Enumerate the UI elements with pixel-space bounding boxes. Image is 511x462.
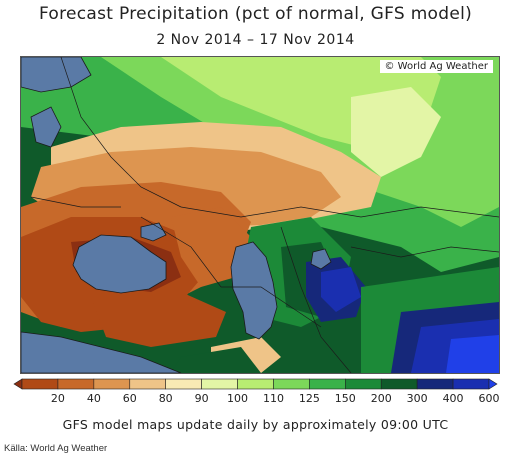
aral-sea: [310, 248, 332, 270]
legend-swatch: [309, 378, 346, 390]
legend-tick-label: 20: [51, 392, 65, 405]
country-border: [140, 216, 222, 288]
legend-tick-label: 80: [159, 392, 173, 405]
legend-tick-label: 200: [371, 392, 392, 405]
legend-swatch: [165, 378, 202, 390]
legend-swatch: [452, 378, 490, 390]
date-range: 2 Nov 2014 – 17 Nov 2014: [156, 32, 355, 48]
precip-region-pale_green: [351, 87, 441, 177]
precip-region-brown: [91, 292, 226, 347]
legend-arrow-low: [13, 378, 23, 390]
legend-tick-label: 40: [87, 392, 101, 405]
legend-tick-label: 125: [299, 392, 320, 405]
legend-swatch: [21, 378, 59, 390]
mediterranean: [21, 331, 182, 373]
legend-arrow-high: [488, 378, 498, 390]
legend-swatch: [237, 378, 274, 390]
country-border: [350, 246, 499, 258]
copyright-credit: © World Ag Weather: [379, 60, 493, 73]
legend-bar: 20 40 60 80 90 100 110 125 150 200 300 400 600: [13, 378, 500, 405]
precip-region-forest: [171, 347, 261, 373]
legend-swatch: [273, 378, 310, 390]
update-note: GFS model maps update daily by approxima…: [62, 417, 449, 432]
black-sea: [72, 234, 167, 294]
color-legend: 20 40 60 80 90 100 110 125 150 200 300 400 600: [0, 377, 511, 417]
legend-tick-label: 150: [335, 392, 356, 405]
map-title: Forecast Precipitation (pct of normal, G…: [38, 4, 473, 24]
country-border: [30, 196, 121, 208]
legend-tick-label: 300: [407, 392, 428, 405]
baltic-sea: [30, 106, 62, 148]
map-canvas: [21, 57, 499, 373]
precip-region-blue: [321, 267, 361, 312]
source-caption: Källa: World Ag Weather: [4, 443, 108, 454]
legend-swatch: [57, 378, 95, 390]
legend-tick-label: 100: [227, 392, 248, 405]
country-border: [180, 206, 499, 218]
legend-tick-label: 400: [443, 392, 464, 405]
legend-tick-label: 60: [123, 392, 137, 405]
country-border: [60, 57, 182, 208]
azov-sea: [140, 222, 167, 242]
legend-swatch: [201, 378, 238, 390]
legend-tick-label: 600: [479, 392, 500, 405]
country-border: [221, 286, 322, 328]
legend-swatch: [345, 378, 382, 390]
precip-region-bright_blue: [446, 335, 499, 373]
country-border: [280, 226, 352, 373]
caspian-sea: [230, 241, 278, 340]
legend-tick-label: 90: [195, 392, 209, 405]
legend-swatch: [416, 378, 454, 390]
legend-swatch: [380, 378, 418, 390]
legend-tick-label: 110: [263, 392, 284, 405]
legend-swatch: [93, 378, 131, 390]
legend-swatch: [129, 378, 166, 390]
precipitation-map: © World Ag Weather: [20, 56, 500, 374]
